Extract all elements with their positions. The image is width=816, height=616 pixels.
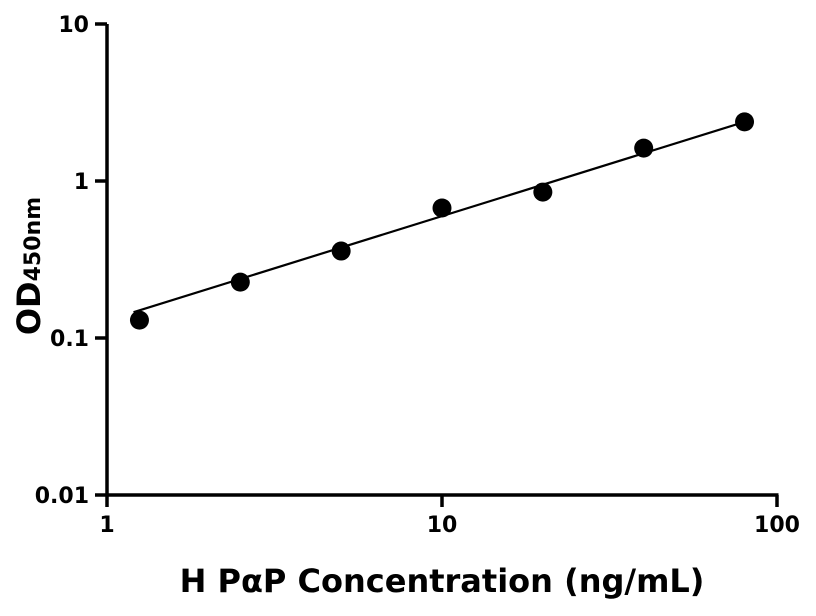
data-point bbox=[533, 182, 553, 202]
data-point bbox=[230, 272, 250, 292]
ticks: 1 10 100 0.01 0.1 1 10 bbox=[35, 13, 800, 538]
y-axis-label-subscript: 450nm bbox=[21, 197, 46, 282]
marks bbox=[129, 112, 755, 330]
y-tick-label: 10 bbox=[58, 13, 89, 38]
x-tick-label: 1 bbox=[99, 513, 114, 538]
y-tick-label: 0.1 bbox=[50, 327, 89, 352]
x-tick-label: 10 bbox=[427, 513, 458, 538]
data-point bbox=[735, 112, 755, 132]
y-axis-label: OD450nm bbox=[10, 197, 48, 335]
y-tick-label: 0.01 bbox=[35, 484, 89, 509]
x-axis-label: H PαP Concentration (ng/mL) bbox=[180, 562, 705, 600]
data-point bbox=[432, 198, 452, 218]
axes bbox=[105, 24, 779, 497]
data-point bbox=[331, 241, 351, 261]
data-point bbox=[129, 310, 149, 330]
x-tick-label: 100 bbox=[754, 513, 800, 538]
y-tick-label: 1 bbox=[74, 170, 89, 195]
data-point bbox=[634, 138, 654, 158]
y-axis-label-main: OD bbox=[10, 281, 48, 335]
